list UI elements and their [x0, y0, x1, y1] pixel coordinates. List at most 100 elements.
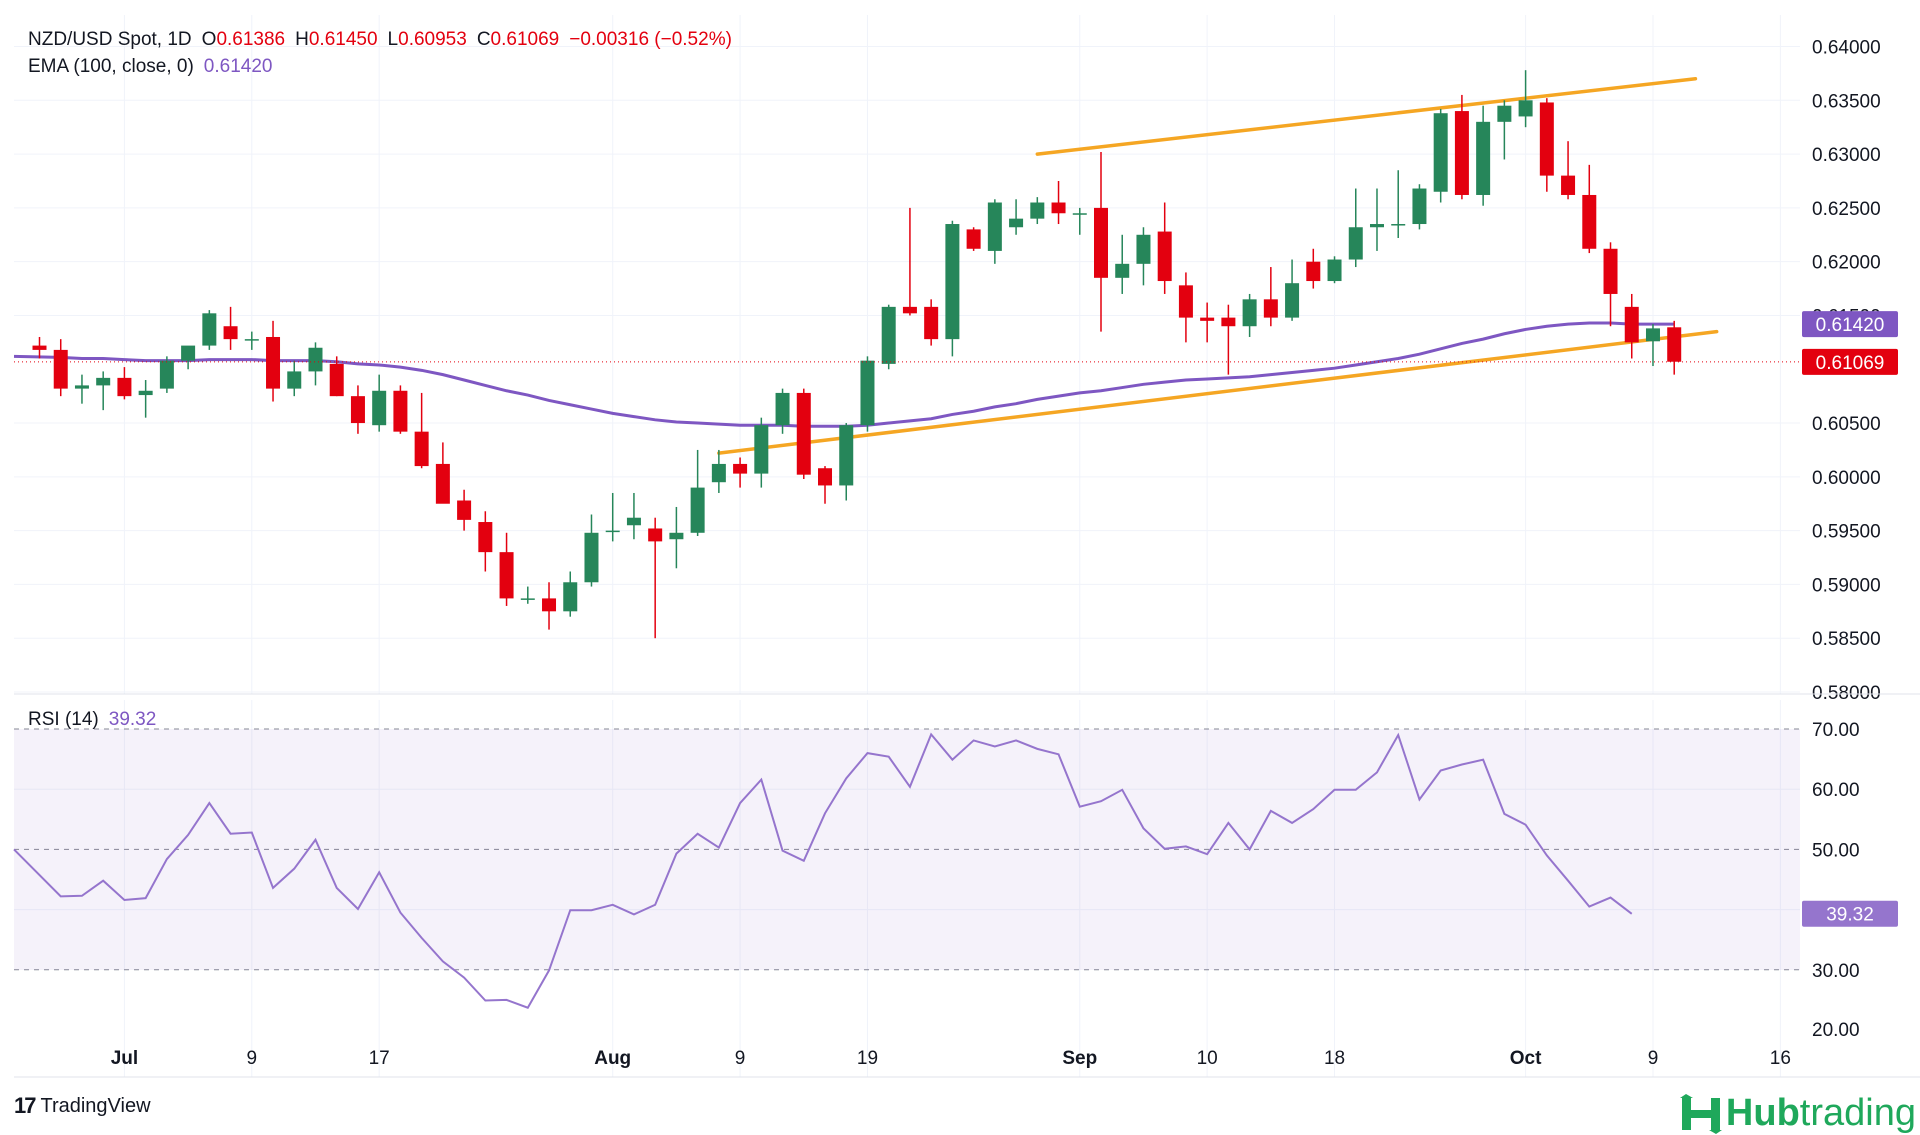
candle	[1285, 259, 1300, 321]
symbol-label[interactable]: NZD/USD Spot, 1D	[28, 29, 192, 50]
rsi-tick-label: 20.00	[1812, 1020, 1860, 1041]
candle	[818, 466, 833, 504]
candle-body	[53, 349, 68, 389]
candle-body	[1157, 231, 1172, 282]
tradingview-logo[interactable]: 17 TradingView	[14, 1093, 151, 1119]
price-tick-label: 0.60500	[1812, 414, 1881, 435]
candle-body	[1030, 202, 1045, 219]
time-tick-label: 16	[1770, 1048, 1791, 1069]
candle	[966, 227, 981, 251]
candle-body	[499, 552, 514, 599]
candle	[775, 388, 790, 434]
candle	[754, 417, 769, 488]
candle	[1009, 199, 1024, 235]
candle-body	[945, 224, 960, 340]
candle-body	[1115, 263, 1130, 278]
candle-body	[1242, 299, 1257, 327]
trendline	[1035, 77, 1698, 156]
candle-body	[329, 363, 344, 397]
candle-body	[1327, 259, 1342, 282]
time-tick-label: Aug	[594, 1048, 631, 1069]
candle-body	[1306, 261, 1321, 282]
candle-body	[563, 582, 578, 612]
close-label: C	[476, 29, 491, 50]
price-tick-label: 0.59500	[1812, 522, 1881, 543]
candle-body	[669, 532, 684, 540]
rsi-legend: RSI (14) 39.32	[28, 709, 166, 731]
candle	[1242, 293, 1257, 337]
candle-body	[584, 532, 599, 583]
candle-body	[1221, 317, 1236, 327]
candle-body	[605, 530, 620, 533]
candle	[1115, 234, 1130, 294]
candle	[626, 492, 641, 540]
price-axis[interactable]: 0.640000.635000.630000.625000.620000.615…	[1812, 38, 1881, 704]
candle-body	[924, 306, 939, 340]
ema-label[interactable]: EMA (100, close, 0)	[28, 56, 194, 77]
candle-body	[542, 598, 557, 612]
rsi-axis[interactable]: 70.00 60.00 50.00 30.00 20.00	[1812, 720, 1860, 1041]
candle-body	[860, 360, 875, 426]
candle	[987, 199, 1002, 264]
candle-body	[1200, 317, 1215, 321]
price-badge: 0.61069	[1802, 348, 1898, 375]
candle-body	[308, 347, 323, 372]
candle-body	[775, 392, 790, 426]
candle	[1603, 242, 1618, 327]
candle-body	[1051, 202, 1066, 214]
candle	[902, 207, 917, 316]
trading-wordmark: trading	[1799, 1092, 1916, 1134]
candle-body	[266, 336, 281, 389]
open-label: O	[201, 29, 217, 50]
candle-body	[181, 345, 196, 361]
candle-body	[223, 326, 238, 340]
candle-body	[1433, 113, 1448, 192]
rsi-band	[14, 729, 1800, 970]
tradingview-icon: 17	[14, 1093, 37, 1118]
candle-body	[159, 360, 174, 389]
candle-body	[1094, 207, 1108, 278]
candle-body	[966, 229, 981, 249]
ema-badge-bg	[1802, 311, 1898, 338]
change-value: −0.00316 (−0.52%)	[569, 29, 732, 50]
candle-body	[902, 306, 917, 314]
candle-body	[881, 306, 896, 364]
main-grid	[14, 15, 1800, 694]
candle-body	[1009, 218, 1024, 228]
time-axis[interactable]: Jul 9 17 Aug 9 19 Sep 10 18 Oct 9 16	[111, 1048, 1791, 1069]
candle-body	[1391, 224, 1406, 226]
candle-body	[690, 487, 705, 533]
candle-body	[372, 390, 387, 426]
low-value: 0.60953	[398, 29, 467, 50]
candle	[1051, 180, 1066, 225]
rsi-badge-bg	[1802, 900, 1898, 927]
rsi-label[interactable]: RSI (14)	[28, 709, 99, 730]
candle	[1136, 227, 1151, 286]
candle	[287, 360, 302, 397]
candle-body	[1645, 328, 1660, 342]
rsi-grid	[14, 700, 1800, 1077]
candle	[1072, 207, 1087, 235]
ema-badge: 0.61420	[1802, 311, 1898, 338]
rsi-tick-label: 30.00	[1812, 961, 1860, 982]
candle	[1454, 94, 1469, 200]
candle	[1200, 302, 1215, 343]
candle-body	[839, 425, 854, 486]
candle	[839, 423, 854, 501]
high-label: H	[295, 29, 309, 50]
candle	[393, 385, 408, 434]
rsi-tick-label: 70.00	[1812, 720, 1860, 741]
candle	[860, 356, 875, 432]
candle	[53, 339, 68, 397]
price-tick-label: 0.59000	[1812, 575, 1881, 596]
rsi-line	[13, 732, 1633, 1009]
price-tick-label: 0.58500	[1812, 629, 1881, 650]
candle	[1412, 184, 1427, 230]
time-tick-label: 10	[1197, 1048, 1218, 1069]
axis-badges: 0.61420 0.61069 39.32	[1802, 311, 1898, 927]
candle	[648, 517, 663, 639]
candle	[329, 356, 344, 397]
candle-body	[478, 522, 493, 553]
candle-body	[1561, 175, 1576, 195]
price-badge-bg	[1802, 348, 1898, 375]
